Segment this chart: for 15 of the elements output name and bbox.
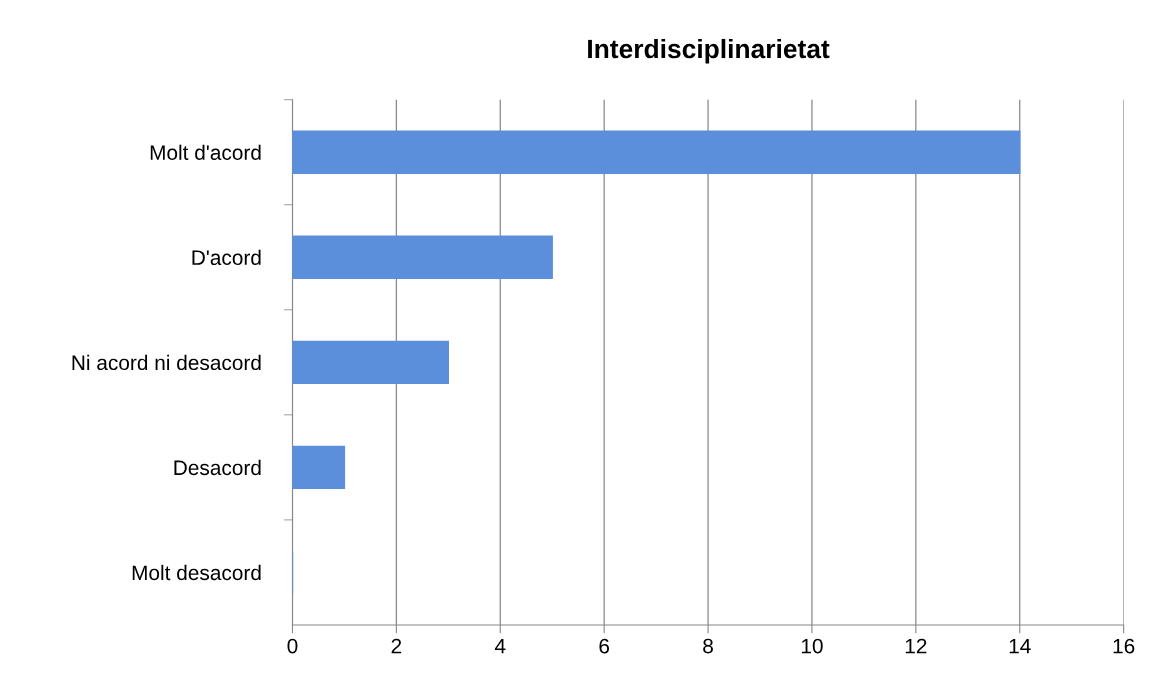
chart-title: Interdisciplinarietat	[588, 38, 830, 64]
x-tick-label: 8	[703, 638, 713, 654]
x-tick-label: 4	[494, 638, 506, 654]
x-tick-label: 10	[801, 638, 823, 654]
y-tick-label: D'acord	[192, 249, 261, 266]
x-tick-label: 6	[599, 638, 610, 654]
y-tick-label: Molt d'acord	[150, 144, 261, 160]
x-tick-label: 0	[287, 638, 298, 654]
x-tick-label: 2	[391, 638, 402, 654]
x-tick-label: 16	[1113, 638, 1135, 654]
y-tick-label: Desacord	[174, 459, 261, 476]
x-tick-label: 12	[905, 638, 927, 654]
y-tick-label: Molt desacord	[132, 564, 261, 581]
y-tick-label: Ni acord ni desacord	[72, 354, 261, 371]
x-tick-label: 14	[1009, 638, 1031, 654]
